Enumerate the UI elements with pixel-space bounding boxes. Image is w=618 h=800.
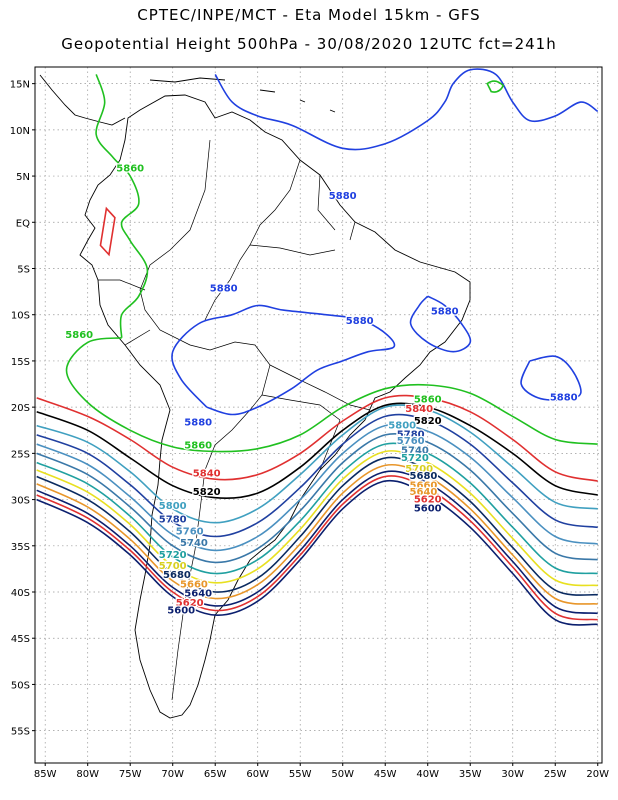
contour-5820 [36,402,598,500]
lat-label: 20S [11,403,30,414]
contour-label: 5640 [184,589,212,600]
contour-5620 [36,475,598,621]
contour-label: 5660 [410,480,438,491]
contour-5880d [520,355,582,401]
contour-label: 5760 [397,436,425,447]
contour-label: 5820 [193,487,221,498]
contour-label: 5640 [410,487,438,498]
lat-label: 25S [11,449,30,460]
contour-label: 5880 [184,418,212,429]
contour-5840-closed [99,206,116,257]
south-america-coastline [79,94,471,719]
latitude-tick-labels: 15N 10N 5N EQ 5S 10S 15S 20S 25S 30S 35S 40S 45S 50S 5… [10,80,35,738]
lon-label: 80W [76,769,99,780]
height-contours [36,68,599,626]
lat-label: 10S [11,311,30,322]
contour-label: 5880 [329,191,357,202]
lon-label: 55W [289,769,312,780]
contour-5860-closed [486,80,505,93]
lat-label: 10N [10,126,30,137]
lat-label: 5S [17,264,30,275]
contour-label: 5680 [410,471,438,482]
lat-label: 15N [10,80,30,91]
lat-label: 45S [11,634,30,645]
contour-label: 5840 [405,404,433,415]
map-frame [34,66,603,764]
lon-label: 60W [246,769,269,780]
caribbean-islands [149,77,336,113]
lon-label: 45W [374,769,397,780]
lat-label: 15S [11,357,30,368]
contour-label: 5860 [414,395,442,406]
contour-label: 5860 [65,330,93,341]
contour-label: 5800 [159,501,187,512]
lon-label: 30W [501,769,524,780]
lon-label: 85W [34,769,57,780]
contour-label: 5740 [401,445,429,456]
contour-5880b [214,68,599,151]
contour-label: 5860 [184,441,212,452]
lon-label: 25W [544,769,567,780]
contour-label: 5880 [550,393,578,404]
lon-label: 40W [416,769,439,780]
contour-label: 5780 [397,430,425,441]
contour-5840 [36,394,598,482]
contour-5680 [36,456,598,596]
contour-5860 [65,337,598,453]
contour-label: 5840 [193,468,221,479]
lon-label: 50W [331,769,354,780]
contour-5720 [36,442,598,575]
contour-label: 5620 [414,494,442,505]
contour-5700 [36,450,598,587]
contour-5860b [95,74,149,338]
map-title-line1: CPTEC/INPE/MCT - Eta Model 15km - GFS [137,6,481,24]
lon-label: 70W [161,769,184,780]
contour-labels: 5860 5860 5860 5860 5880 5880 5880 5880 5880 5880… [64,162,579,617]
longitude-tick-labels: 85W 80W 75W 70W 65W 60W 55W 50W 45W 40W 35W 30W 25W 2… [34,763,609,780]
lon-label: 65W [204,769,227,780]
contour-label: 5740 [180,538,208,549]
contour-5760 [36,423,598,552]
contour-label: 5720 [159,550,187,561]
contour-label: 5600 [414,504,442,515]
coastline-and-borders [39,74,471,719]
lon-label: 75W [119,769,142,780]
contour-label: 5860 [116,163,144,174]
contour-5880 [171,304,396,416]
contour-label: 5720 [401,453,429,464]
country-borders [98,139,371,701]
contour-5660 [36,463,598,605]
contour-label: 5660 [180,579,208,590]
contour-label: 5800 [388,420,416,431]
central-america [39,74,126,126]
lat-label: 50S [11,680,30,691]
lat-label: 30S [11,496,30,507]
contour-5780 [36,413,598,538]
contour-label: 5700 [405,464,433,475]
contour-label: 5820 [414,416,442,427]
map-title-line2: Geopotential Height 500hPa - 30/08/2020 … [61,35,557,53]
contour-5800 [36,404,598,524]
contour-label: 5780 [159,515,187,526]
lat-label: 5N [16,172,30,183]
contour-label: 5880 [346,316,374,327]
contour-label: 5700 [159,561,187,572]
contour-label: 5620 [176,598,204,609]
contour-5880c [409,295,472,353]
lat-label: EQ [16,218,30,229]
contour-label: 5600 [167,605,195,616]
contour-label: 5760 [176,527,204,538]
contour-label: 5680 [163,570,191,581]
contour-5640 [36,470,598,615]
contour-5740 [36,432,598,564]
contour-label: 5880 [210,284,238,295]
contour-5600 [36,479,598,626]
lat-label: 35S [11,542,30,553]
lat-label: 55S [11,727,30,738]
lon-label: 20W [586,769,609,780]
lon-label: 35W [459,769,482,780]
contour-label: 5880 [431,307,459,318]
lat-label: 40S [11,588,30,599]
